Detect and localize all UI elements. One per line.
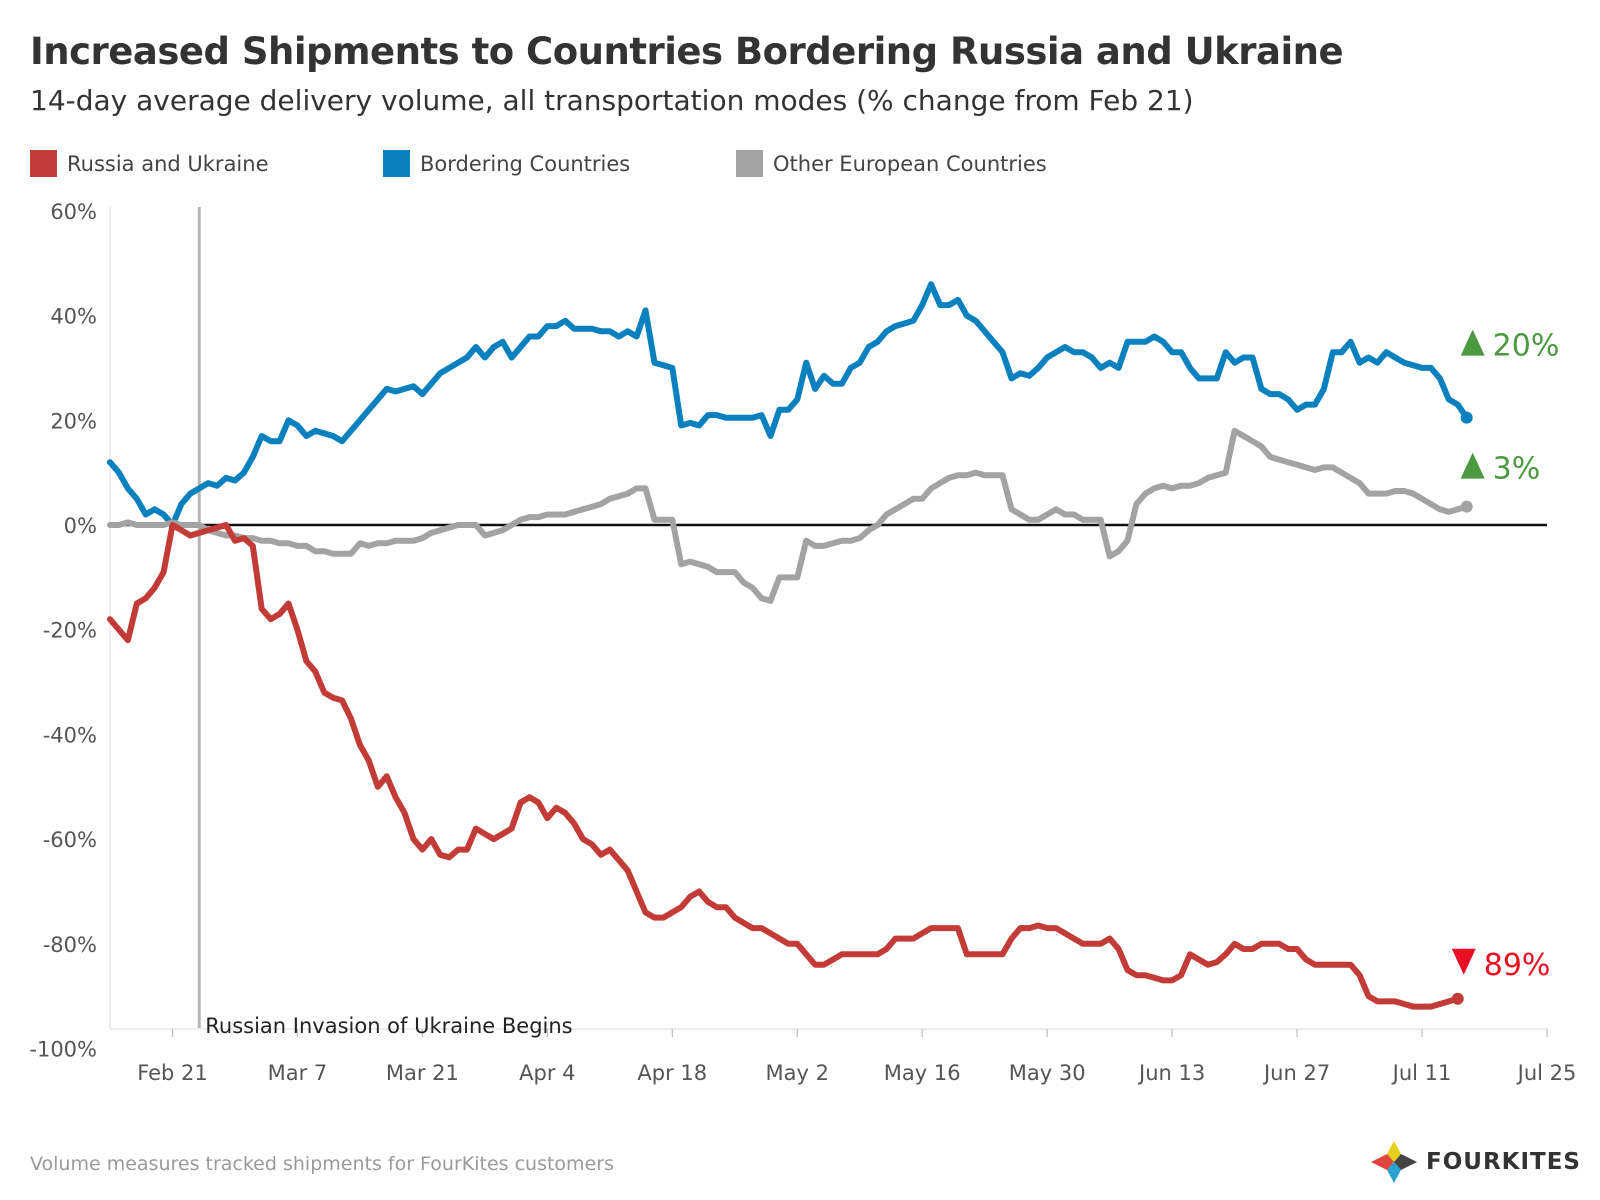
y-tick-label: -60% [43, 828, 97, 852]
y-tick-label: -40% [43, 723, 97, 747]
y-tick-label: -80% [43, 933, 97, 957]
axes-layer: 60% 40% 20% 0% -20% -40% -60% -80% -100% Feb 21 Ma… [29, 200, 1576, 1085]
legend-label: Bordering Countries [420, 151, 631, 176]
legend-label: Russia and Ukraine [67, 151, 269, 176]
invasion-annotation-label: Russian Invasion of Ukraine Begins [205, 1014, 572, 1038]
legend-item-russia-ukraine[interactable]: Russia and Ukraine [30, 150, 269, 177]
end-label-up-arrow-icon [1460, 329, 1485, 356]
y-tick-label: 40% [50, 305, 97, 329]
kite-diamond-logo-icon [1371, 1141, 1417, 1183]
legend-swatch-russia-ukraine [30, 150, 57, 177]
series-line-other-european-countries [107, 427, 1470, 604]
series-line-bordering-countries [107, 281, 1470, 528]
y-tick-label: -100% [29, 1038, 97, 1062]
x-tick-label: Mar 21 [386, 1061, 459, 1085]
logo-text: FOURKITES [1426, 1149, 1581, 1175]
end-label-up-arrow-icon [1460, 452, 1485, 479]
footnote: Volume measures tracked shipments for Fo… [30, 1153, 614, 1175]
x-tick-label: Jun 27 [1262, 1061, 1330, 1085]
chart-title: Increased Shipments to Countries Borderi… [30, 30, 1344, 73]
series-line-russia-and-ukraine [107, 522, 1461, 1010]
end-value-label: 89% [1484, 948, 1551, 983]
x-tick-label: Jul 11 [1391, 1061, 1452, 1085]
y-tick-label: 0% [64, 514, 97, 538]
end-value-label: 3% [1493, 452, 1541, 487]
x-tick-label: May 16 [884, 1061, 961, 1085]
legend-item-bordering-countries[interactable]: Bordering Countries [383, 150, 630, 177]
grid-layer [110, 207, 1547, 1028]
x-tick-label: Feb 21 [137, 1061, 208, 1085]
series-end-point-russia-and-ukraine [1451, 992, 1464, 1005]
x-tick-label: May 30 [1009, 1061, 1086, 1085]
legend-swatch-bordering-countries [383, 150, 410, 177]
series-end-point-other-european-countries [1460, 500, 1473, 513]
legend-item-other-european[interactable]: Other European Countries [736, 150, 1047, 177]
label-layer: Russian Invasion of Ukraine Begins 20% 3% 8… [205, 329, 1559, 1038]
y-tick-label: 60% [50, 200, 97, 224]
x-tick-label: Apr 4 [519, 1061, 575, 1085]
legend-swatch-other-european [736, 150, 763, 177]
x-tick-label: Mar 7 [268, 1061, 328, 1085]
chart-subtitle: 14-day average delivery volume, all tran… [30, 84, 1194, 117]
x-tick-label: Jul 25 [1516, 1061, 1577, 1085]
legend-label: Other European Countries [773, 151, 1047, 176]
x-tick-label: May 2 [766, 1061, 829, 1085]
end-label-down-arrow-icon [1451, 948, 1476, 975]
y-tick-label: -20% [43, 619, 97, 643]
fourkites-logo: FOURKITES [1368, 1140, 1581, 1184]
series-end-point-bordering-countries [1460, 411, 1473, 424]
x-tick-label: Jun 13 [1137, 1061, 1205, 1085]
x-tick-label: Apr 18 [637, 1061, 707, 1085]
series-layer [107, 281, 1473, 1010]
end-value-label: 20% [1493, 329, 1560, 364]
y-tick-label: 20% [50, 409, 97, 433]
